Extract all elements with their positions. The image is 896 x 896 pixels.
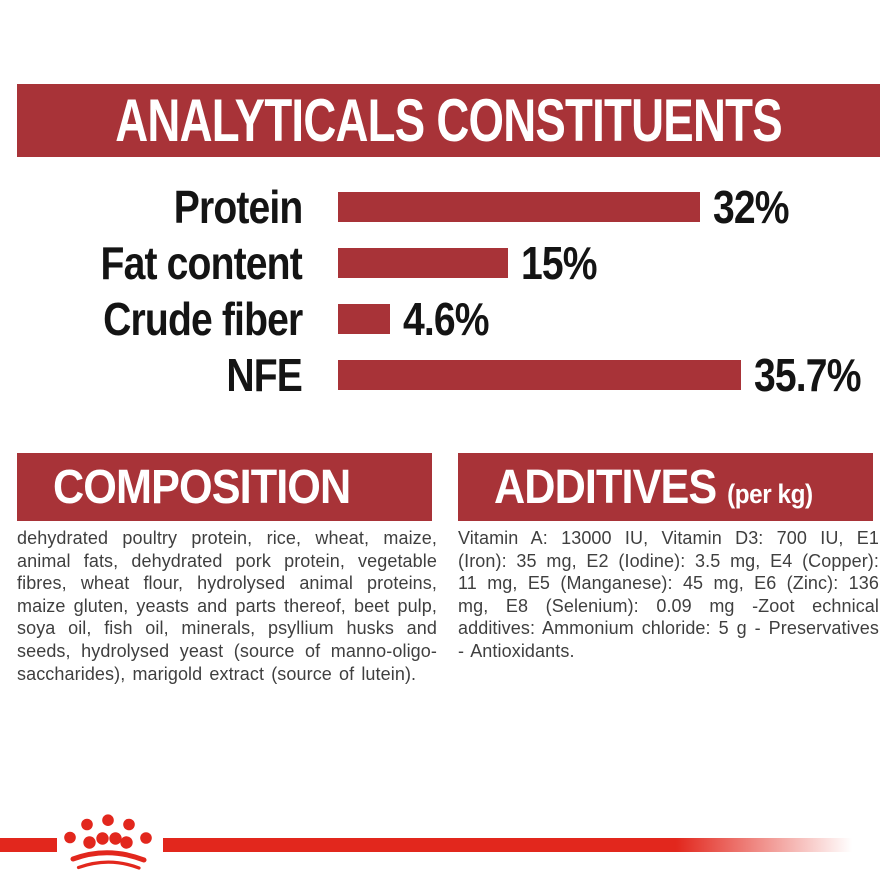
- chart-category-label: Protein: [173, 181, 303, 233]
- chart-bar: [338, 192, 700, 222]
- chart-value-label: 15%: [521, 237, 598, 289]
- additives-banner: ADDITIVES (per kg): [458, 453, 873, 521]
- composition-banner: COMPOSITION: [17, 453, 432, 521]
- chart-row: Protein 32%: [0, 179, 896, 235]
- composition-text: dehydrated poultry protein, rice, wheat,…: [17, 528, 437, 684]
- additives-text: Vitamin A: 13000 IU, Vitamin D3: 700 IU,…: [458, 528, 879, 661]
- chart-row: Fat content 15%: [0, 235, 896, 291]
- analyticals-bar-chart: Protein 32% Fat content 15% Crude fiber 4.6% N…: [0, 179, 896, 403]
- chart-category-label: Crude fiber: [102, 293, 303, 345]
- chart-bar: [338, 304, 390, 334]
- royal-canin-crown-icon: [64, 814, 152, 870]
- chart-row: NFE 35.7%: [0, 347, 896, 403]
- chart-row: Crude fiber 4.6%: [0, 291, 896, 347]
- additives-per-kg-label: (per kg): [727, 479, 813, 509]
- chart-category-label: NFE: [226, 349, 302, 401]
- brand-rule-left: [0, 838, 57, 852]
- chart-value-label: 35.7%: [754, 349, 861, 401]
- chart-bar: [338, 360, 741, 390]
- chart-bar: [338, 248, 508, 278]
- chart-category-label: Fat content: [100, 237, 303, 289]
- analyticals-banner: ANALYTICALS CONSTITUENTS: [17, 84, 880, 157]
- additives-title: ADDITIVES: [494, 461, 717, 514]
- brand-rule-right: [163, 838, 896, 852]
- composition-title: COMPOSITION: [53, 461, 351, 514]
- chart-value-label: 4.6%: [403, 293, 490, 345]
- analyticals-title: ANALYTICALS CONSTITUENTS: [115, 86, 782, 154]
- chart-value-label: 32%: [713, 181, 790, 233]
